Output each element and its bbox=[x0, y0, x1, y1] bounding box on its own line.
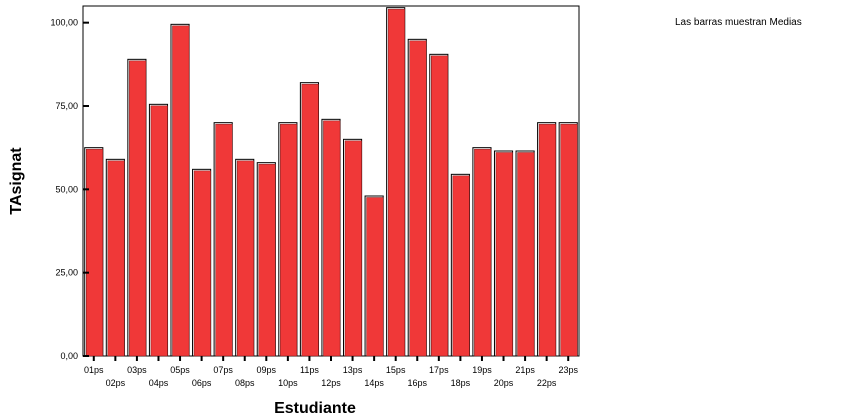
bar-12ps bbox=[323, 120, 341, 357]
bar-18ps bbox=[452, 175, 470, 357]
x-tick-label: 09ps bbox=[257, 365, 277, 375]
bars-group bbox=[84, 7, 578, 357]
bar-09ps bbox=[258, 163, 276, 357]
x-tick-label: 22ps bbox=[537, 378, 557, 388]
y-tick-label: 25,00 bbox=[55, 268, 78, 278]
x-tick-label: 07ps bbox=[213, 365, 233, 375]
x-tick-label: 08ps bbox=[235, 378, 255, 388]
bar-08ps bbox=[236, 160, 255, 357]
x-tick-label: 10ps bbox=[278, 378, 298, 388]
bar-22ps bbox=[538, 123, 556, 357]
bar-07ps bbox=[215, 123, 233, 357]
y-tick-label: 0,00 bbox=[60, 351, 78, 361]
bar-19ps bbox=[474, 148, 492, 357]
x-tick-label: 15ps bbox=[386, 365, 406, 375]
x-tick-label: 14ps bbox=[364, 378, 384, 388]
bar-14ps bbox=[366, 197, 384, 357]
y-tick-label: 75,00 bbox=[55, 101, 78, 111]
x-tick-label: 04ps bbox=[149, 378, 169, 388]
x-axis-title: Estudiante bbox=[274, 400, 356, 417]
bar-13ps bbox=[344, 140, 362, 357]
x-tick-label: 18ps bbox=[451, 378, 471, 388]
y-axis: 0,00 25,00 50,00 75,00 100,00 bbox=[50, 18, 89, 361]
bar-04ps bbox=[150, 105, 168, 357]
chart-note: Las barras muestran Medias bbox=[675, 17, 802, 28]
bar-16ps bbox=[409, 40, 427, 357]
x-tick-label: 13ps bbox=[343, 365, 363, 375]
bar-23ps bbox=[560, 123, 578, 357]
x-tick-label: 01ps bbox=[84, 365, 104, 375]
bar-11ps bbox=[301, 83, 319, 357]
x-tick-label: 21ps bbox=[515, 365, 535, 375]
y-axis-title: TAsignat bbox=[8, 147, 25, 215]
bar-03ps bbox=[129, 60, 147, 357]
x-axis: 01ps02ps03ps04ps05ps06ps07ps08ps09ps10ps… bbox=[84, 356, 578, 388]
x-tick-label: 19ps bbox=[472, 365, 492, 375]
x-tick-label: 12ps bbox=[321, 378, 341, 388]
x-tick-label: 17ps bbox=[429, 365, 449, 375]
x-tick-label: 03ps bbox=[127, 365, 147, 375]
bar-21ps bbox=[517, 152, 535, 357]
x-tick-label: 20ps bbox=[494, 378, 514, 388]
x-tick-label: 16ps bbox=[407, 378, 427, 388]
y-tick-label: 50,00 bbox=[55, 184, 78, 194]
x-tick-label: 05ps bbox=[170, 365, 190, 375]
bar-20ps bbox=[495, 152, 513, 357]
x-tick-label: 11ps bbox=[300, 365, 319, 375]
bar-06ps bbox=[193, 170, 211, 357]
bar-15ps bbox=[387, 8, 406, 357]
bar-10ps bbox=[280, 123, 298, 357]
y-tick-label: 100,00 bbox=[50, 18, 78, 28]
x-tick-label: 06ps bbox=[192, 378, 212, 388]
x-tick-label: 02ps bbox=[106, 378, 126, 388]
x-tick-label: 23ps bbox=[558, 365, 578, 375]
bar-01ps bbox=[85, 148, 104, 357]
bar-05ps bbox=[172, 25, 190, 357]
bar-17ps bbox=[431, 55, 449, 357]
bar-02ps bbox=[107, 160, 125, 357]
